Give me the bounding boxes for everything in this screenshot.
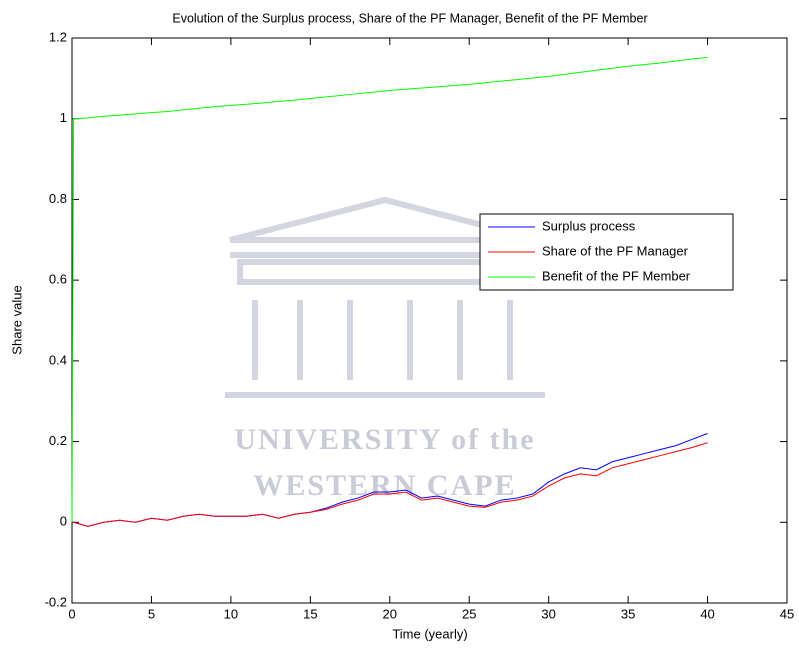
x-tick-label: 45 <box>780 606 794 621</box>
x-tick-label: 20 <box>383 606 397 621</box>
x-tick-label: 30 <box>541 606 555 621</box>
y-tick-label: 1 <box>60 110 67 125</box>
y-axis-label: Share value <box>9 285 24 354</box>
y-tick-label: 0.6 <box>49 272 67 287</box>
legend-label: Share of the PF Manager <box>542 243 689 258</box>
series-line <box>72 442 708 527</box>
legend-label: Benefit of the PF Member <box>542 268 691 283</box>
x-axis-label: Time (yearly) <box>392 626 467 641</box>
legend-label: Surplus process <box>542 218 636 233</box>
x-tick-label: 15 <box>303 606 317 621</box>
x-tick-label: 5 <box>148 606 155 621</box>
x-tick-label: 25 <box>462 606 476 621</box>
x-tick-label: 35 <box>621 606 635 621</box>
y-tick-label: 0 <box>60 514 67 529</box>
y-tick-label: 0.8 <box>49 191 67 206</box>
watermark-text: UNIVERSITY of the <box>234 423 535 456</box>
x-tick-label: 10 <box>224 606 238 621</box>
chart-title: Evolution of the Surplus process, Share … <box>172 11 647 25</box>
plot-frame <box>71 37 788 604</box>
series-line <box>71 56 708 523</box>
x-tick-label: 0 <box>68 606 75 621</box>
y-tick-label: 0.2 <box>49 433 67 448</box>
watermark-text: WESTERN CAPE <box>253 469 516 502</box>
y-tick-label: 1.2 <box>49 29 67 44</box>
y-tick-label: 0.4 <box>49 352 67 367</box>
watermark-building <box>225 196 545 398</box>
x-tick-label: 40 <box>700 606 714 621</box>
y-tick-label: -0.2 <box>45 594 67 609</box>
legend: Surplus process Share of the PF Manager Be… <box>479 213 734 291</box>
